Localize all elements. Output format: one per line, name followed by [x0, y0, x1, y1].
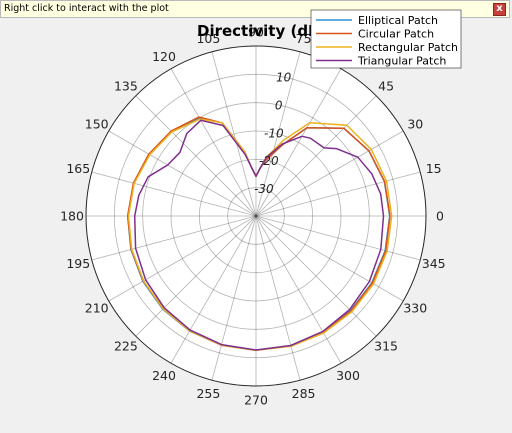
theta-tick-label: 180 — [60, 209, 84, 224]
theta-tick-label: 150 — [85, 117, 109, 132]
grid-spoke — [170, 215, 257, 364]
grid-spoke — [255, 215, 377, 337]
theta-tick-label: 195 — [66, 256, 90, 271]
grid-ring — [198, 158, 314, 274]
grid-spoke — [91, 171, 257, 217]
grid-spoke — [108, 130, 257, 217]
theta-tick-label: 15 — [426, 161, 442, 176]
grid-spoke — [255, 215, 421, 261]
theta-tick-label: 240 — [152, 368, 176, 383]
grid-spoke — [255, 215, 342, 364]
infobar-message: Right click to interact with the plot — [4, 3, 169, 14]
grid-ring — [227, 187, 285, 245]
grid-ring — [142, 102, 370, 330]
theta-tick-label: 255 — [196, 386, 220, 401]
grid-spoke — [255, 171, 421, 217]
theta-tick-label: 0 — [436, 209, 444, 224]
plot-outer-ring — [85, 45, 427, 387]
legend-label: Elliptical Patch — [358, 14, 438, 27]
grid-spoke — [255, 215, 301, 381]
legend-label: Triangular Patch — [357, 55, 446, 68]
r-tick-label: -20 — [259, 154, 279, 168]
r-tick-label: 0 — [275, 98, 283, 112]
theta-tick-label: 90 — [248, 25, 264, 40]
grid-spoke — [255, 51, 301, 217]
theta-tick-label: 270 — [244, 393, 268, 408]
grid-ring — [113, 73, 399, 359]
theta-tick-label: 165 — [66, 161, 90, 176]
grid-spoke — [255, 130, 404, 217]
grid-ring — [170, 130, 342, 302]
grid-spoke — [211, 51, 257, 217]
theta-tick-label: 345 — [422, 256, 446, 271]
grid-spoke — [255, 95, 377, 217]
series-layer — [126, 116, 393, 352]
series-rectangular-patch — [127, 118, 393, 352]
grid-spoke — [211, 215, 257, 381]
theta-tick-label: 135 — [114, 78, 138, 93]
polar-grid — [85, 45, 427, 387]
grid-spoke — [108, 215, 257, 302]
theta-tick-label: 330 — [403, 301, 427, 316]
chart-title: Directivity (dBi — [197, 22, 325, 40]
grid-spoke — [170, 68, 257, 217]
theta-tick-label: 75 — [296, 31, 312, 46]
theta-tick-label: 105 — [196, 31, 220, 46]
r-tick-label: 10 — [276, 71, 292, 85]
close-icon[interactable]: x — [493, 3, 506, 16]
grid-spoke — [91, 215, 257, 261]
grid-spoke — [135, 215, 257, 337]
grid-spoke — [255, 68, 342, 217]
legend-label: Rectangular Patch — [358, 41, 458, 54]
grid-spoke — [255, 215, 404, 302]
theta-tick-label: 210 — [85, 301, 109, 316]
r-tick-label: -30 — [254, 182, 274, 196]
theta-tick-label: 315 — [374, 339, 398, 354]
series-triangular-patch — [133, 119, 385, 351]
theta-tick-label: 225 — [114, 339, 138, 354]
grid-spoke — [135, 95, 257, 217]
theta-tick-label: 30 — [407, 117, 423, 132]
legend-label: Circular Patch — [358, 28, 434, 41]
theta-tick-label: 285 — [292, 386, 316, 401]
r-tick-label: -10 — [264, 126, 284, 140]
theta-tick-label: 300 — [336, 368, 360, 383]
theta-tick-label: 120 — [152, 49, 176, 64]
theta-tick-label: 45 — [378, 78, 394, 93]
